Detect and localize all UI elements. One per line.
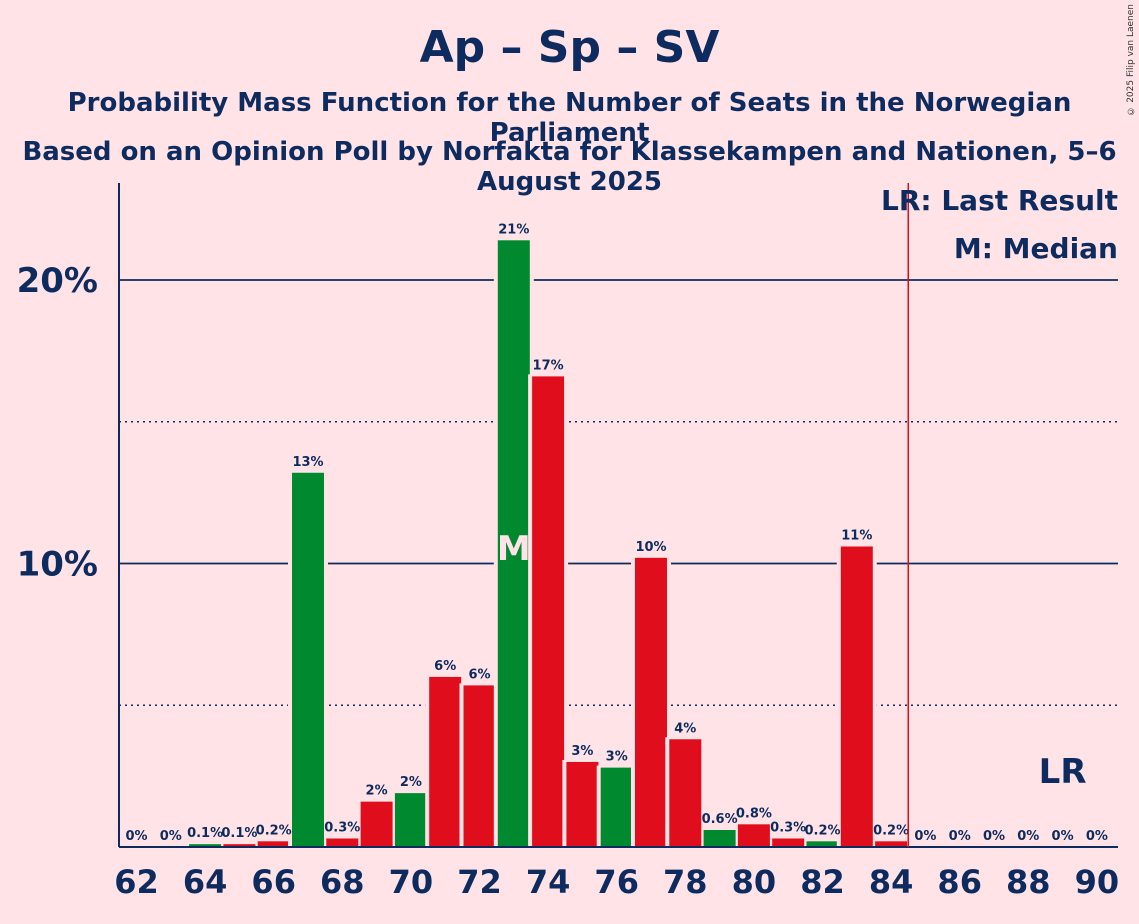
x-tick-label: 72 [457, 863, 502, 901]
bar-seat-84 [875, 841, 908, 847]
data-label-seat-62: 0% [125, 829, 147, 844]
bar-seat-72 [463, 685, 496, 847]
legend-median: M: Median [954, 232, 1118, 265]
x-tick-label: 82 [800, 863, 845, 901]
x-tick-label: 84 [869, 863, 914, 901]
bar-seat-71 [429, 676, 462, 847]
x-tick-label: 76 [594, 863, 639, 901]
data-label-seat-85: 0% [914, 829, 936, 844]
chart-source: Based on an Opinion Poll by Norfakta for… [22, 137, 1117, 197]
y-tick-label: 20% [17, 261, 98, 301]
x-tick-label: 74 [526, 863, 571, 901]
x-tick-label: 62 [114, 863, 159, 901]
x-tick-label: 68 [320, 863, 365, 901]
data-label-seat-66: 0.2% [256, 823, 292, 838]
bar-seat-69 [360, 801, 393, 847]
data-label-seat-77: 10% [635, 540, 666, 555]
bar-seat-74 [532, 376, 565, 847]
data-label-seat-75: 3% [571, 744, 593, 759]
chart-title: Ap – Sp – SV [419, 22, 720, 73]
bar-seat-70 [394, 793, 427, 847]
bars [189, 238, 908, 847]
data-label-seat-86: 0% [949, 829, 971, 844]
median-marker: M [497, 529, 531, 569]
y-tick-label: 10% [17, 545, 98, 585]
data-label-seat-80: 0.8% [736, 806, 772, 821]
bar-seat-65 [223, 844, 256, 847]
legend-last-result: LR: Last Result [881, 184, 1118, 217]
data-label-seat-64: 0.1% [187, 826, 223, 841]
data-label-seat-73: 21% [498, 222, 529, 237]
x-tick-label: 88 [1006, 863, 1051, 901]
data-label-seat-83: 11% [841, 528, 872, 543]
bar-seat-83 [840, 546, 873, 847]
x-tick-label: 86 [937, 863, 982, 901]
data-label-seat-72: 6% [468, 667, 490, 682]
data-label-seat-78: 4% [674, 721, 696, 736]
bar-seat-80 [737, 824, 770, 847]
data-label-seat-81: 0.3% [770, 820, 806, 835]
data-label-seat-90: 0% [1086, 829, 1108, 844]
bar-seat-76 [600, 767, 633, 847]
bar-seat-73 [497, 240, 530, 847]
bar-seat-78 [669, 739, 702, 847]
bar-seat-79 [703, 829, 736, 847]
x-tick-label: 90 [1075, 863, 1120, 901]
bar-seat-66 [257, 841, 290, 847]
x-tick-label: 78 [663, 863, 708, 901]
bar-seat-77 [635, 557, 667, 847]
data-label-seat-87: 0% [983, 829, 1005, 844]
bar-seat-64 [189, 844, 222, 847]
data-labels: 0% 0% 0.1%0.1%0.2%13%0.3%2%2%6%6%21%17%3% 3… [125, 222, 1107, 844]
bar-seat-67 [292, 472, 324, 847]
data-label-seat-70: 2% [400, 775, 422, 790]
data-label-seat-84: 0.2% [873, 823, 909, 838]
data-label-seat-74: 17% [533, 358, 564, 373]
chart-subtitle: Probability Mass Function for the Number… [67, 88, 1072, 148]
data-label-seat-88: 0% [1017, 829, 1039, 844]
x-tick-label: 64 [183, 863, 228, 901]
x-tick-label: 80 [732, 863, 777, 901]
data-label-seat-65: 0.1% [221, 826, 257, 841]
bar-seat-81 [772, 838, 805, 847]
x-tick-label: 66 [251, 863, 296, 901]
data-label-seat-89: 0% [1052, 829, 1074, 844]
gridlines [119, 279, 1118, 707]
data-label-seat-69: 2% [366, 784, 388, 799]
bar-seat-75 [566, 761, 599, 847]
axes: 10% 20% 62 64 66 68 70 72 74 76 78 80 82 84 86 88 90 [17, 183, 1120, 901]
data-label-seat-68: 0.3% [324, 820, 360, 835]
data-label-seat-79: 0.6% [702, 812, 738, 827]
last-result-marker: LR [1039, 752, 1087, 792]
data-label-seat-67: 13% [292, 455, 323, 470]
data-label-seat-71: 6% [434, 659, 456, 674]
data-label-seat-63: 0% [160, 829, 182, 844]
data-label-seat-76: 3% [606, 750, 628, 765]
bar-seat-68 [326, 838, 359, 847]
data-label-seat-82: 0.2% [804, 823, 840, 838]
bar-seat-82 [806, 841, 839, 847]
x-tick-label: 70 [389, 863, 434, 901]
